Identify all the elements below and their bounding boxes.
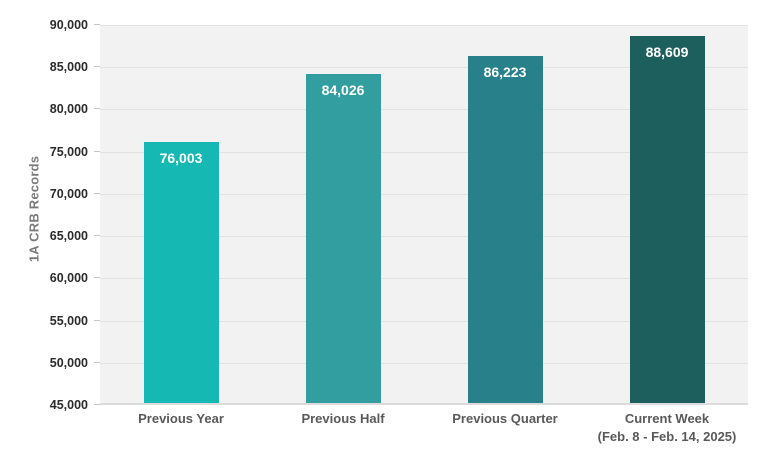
y-tick-mark: [94, 150, 100, 152]
y-tick-label: 45,000: [49, 398, 88, 412]
y-axis-title: 1A CRB Records: [26, 155, 42, 263]
bar: 76,003: [143, 142, 219, 404]
y-tick-mark: [94, 24, 100, 25]
bar: 88,609: [629, 35, 705, 404]
x-category-label: Current Week (Feb. 8 - Feb. 14, 2025): [597, 411, 737, 444]
plot-area: 76,003 84,026 86,223 88,609: [100, 25, 748, 405]
y-tick-label: 80,000: [49, 102, 88, 117]
y-tick-mark: [94, 277, 100, 279]
gridline: [100, 25, 748, 26]
gridline: [100, 362, 748, 364]
gridline: [100, 320, 748, 322]
y-tick-mark: [94, 66, 100, 68]
gridline: [100, 151, 748, 153]
y-tick-label: 65,000: [49, 229, 88, 244]
y-tick-mark: [94, 192, 100, 194]
y-tick-mark: [94, 404, 100, 405]
x-category-label: Previous Half: [301, 411, 385, 426]
y-tick-label: 90,000: [49, 18, 88, 32]
x-category-label: Previous Quarter: [452, 411, 558, 426]
y-tick-label: 60,000: [49, 271, 88, 286]
gridline: [100, 236, 748, 238]
gridline: [100, 193, 748, 195]
bar-value-label: 88,609: [645, 43, 689, 60]
x-category-label: Previous Year: [138, 411, 224, 426]
y-tick-label: 55,000: [49, 313, 88, 328]
y-tick-mark: [94, 235, 100, 237]
x-axis-line: [100, 403, 748, 405]
y-tick-mark: [94, 319, 100, 321]
bar-value-label: 86,223: [483, 63, 527, 80]
y-tick-mark: [94, 361, 100, 363]
bar: 84,026: [305, 74, 381, 404]
bar-value-label: 84,026: [321, 82, 365, 99]
y-tick-label: 70,000: [49, 186, 88, 201]
bar: 86,223: [467, 55, 543, 404]
gridline: [100, 109, 748, 111]
y-tick-mark: [94, 108, 100, 110]
bar-value-label: 76,003: [159, 150, 203, 167]
y-tick-label: 75,000: [49, 144, 88, 159]
y-tick-label: 50,000: [49, 355, 88, 370]
gridline: [100, 67, 748, 69]
y-tick-label: 85,000: [49, 60, 88, 75]
gridline: [100, 278, 748, 280]
